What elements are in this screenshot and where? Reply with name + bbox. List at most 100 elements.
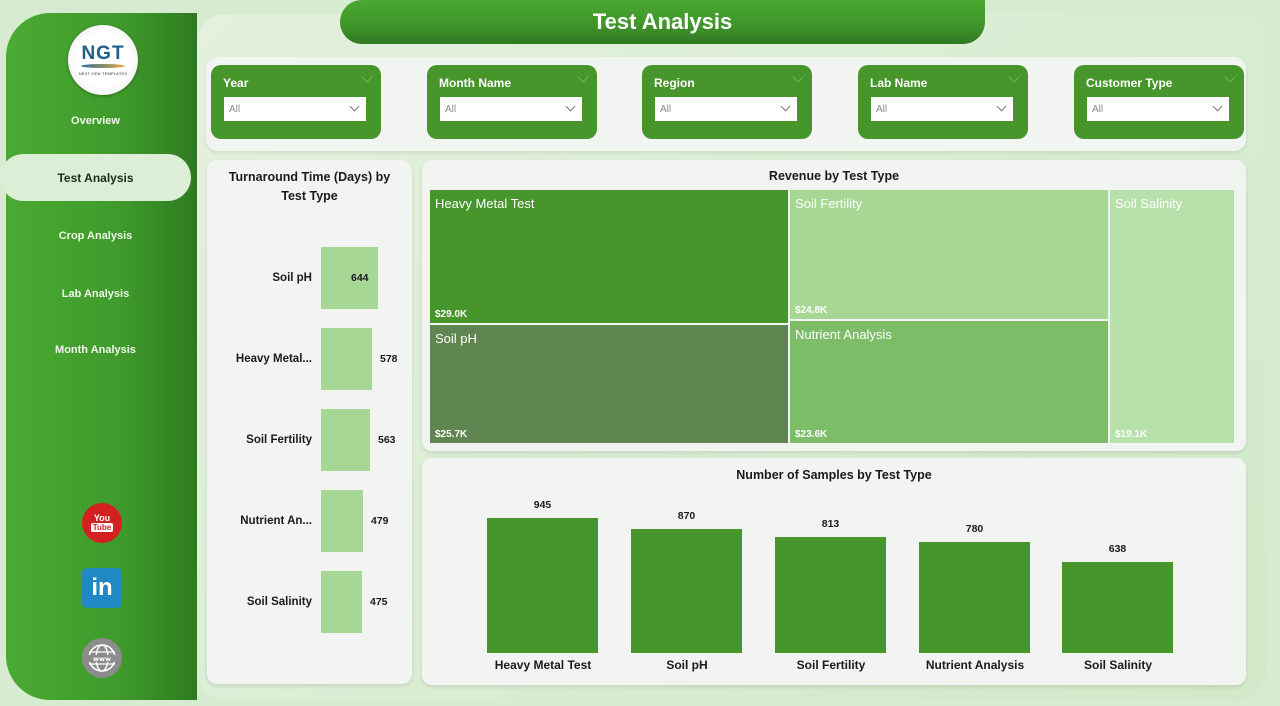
region-slicer: Region All (642, 65, 812, 139)
column-value-label: 638 (1108, 543, 1127, 555)
column-value-label: 813 (821, 518, 840, 530)
slicer-label: Lab Name (870, 76, 928, 90)
chevron-down-icon (565, 101, 576, 112)
treemap-tile-heavy-metal-test[interactable]: Heavy Metal Test $29.0K (430, 190, 788, 323)
slicer-label: Month Name (439, 76, 511, 90)
slicer-label: Year (223, 76, 249, 90)
dropdown-value: All (876, 103, 888, 115)
bar-row[interactable]: Nutrient An... 479 (207, 490, 412, 552)
customer-type-slicer: Customer Type All (1074, 65, 1244, 139)
bar-category-label: Heavy Metal... (235, 353, 312, 365)
sidebar-item-label: Lab Analysis (61, 288, 130, 300)
bar-row[interactable]: Soil Salinity 475 (207, 571, 412, 633)
chart-title: Revenue by Test Type (768, 169, 900, 183)
column-soil-salinity[interactable] (1062, 562, 1173, 653)
bar[interactable] (321, 247, 378, 309)
tile-label: Nutrient Analysis (795, 327, 892, 342)
tile-value: $24.8K (795, 305, 828, 316)
column-value-label: 870 (677, 510, 696, 522)
globe-svg: www (88, 644, 116, 672)
column-value-label: 945 (533, 499, 552, 511)
bar-value-label: 563 (378, 434, 396, 446)
chevron-down-icon[interactable] (577, 71, 589, 83)
logo-text: NGT (81, 43, 125, 64)
column-nutrient-analysis[interactable] (919, 542, 1030, 653)
treemap-tile-soil-ph[interactable]: Soil pH $25.7K (430, 325, 788, 443)
column-category-label: Soil Fertility (796, 658, 866, 672)
region-dropdown[interactable]: All (655, 97, 797, 121)
sidebar-item-lab-analysis[interactable]: Lab Analysis (0, 274, 191, 314)
bar[interactable] (321, 328, 372, 390)
youtube-text-you: You (93, 513, 111, 523)
month-name-slicer: Month Name All (427, 65, 597, 139)
bar-category-label: Nutrient An... (240, 515, 312, 527)
dropdown-value: All (1092, 103, 1104, 115)
slicer-label: Region (654, 76, 695, 90)
chevron-down-icon[interactable] (361, 71, 373, 83)
tile-value: $19.1K (1115, 429, 1148, 440)
chevron-down-icon (996, 101, 1007, 112)
bar-value-label: 644 (351, 272, 369, 284)
sidebar: NGT NEXT GEN TEMPLATES (6, 13, 197, 700)
dropdown-value: All (445, 103, 457, 115)
tile-label: Soil Fertility (795, 196, 863, 211)
linkedin-text: in (91, 574, 113, 601)
dropdown-value: All (660, 103, 672, 115)
customer-type-dropdown[interactable]: All (1087, 97, 1229, 121)
chevron-down-icon[interactable] (792, 71, 804, 83)
linkedin-icon[interactable]: in (82, 568, 122, 608)
month-name-dropdown[interactable]: All (440, 97, 582, 121)
ngt-logo: NGT NEXT GEN TEMPLATES (68, 25, 138, 95)
treemap-tile-soil-salinity[interactable]: Soil Salinity $19.1K (1110, 190, 1234, 443)
tile-label: Soil Salinity (1115, 196, 1183, 211)
sidebar-item-label: Overview (71, 115, 120, 127)
tile-label: Soil pH (435, 331, 477, 346)
sidebar-item-crop-analysis[interactable]: Crop Analysis (0, 216, 191, 256)
bar-value-label: 475 (370, 596, 388, 608)
sidebar-item-test-analysis[interactable]: Test Analysis (0, 154, 191, 201)
slicer-label: Customer Type (1086, 76, 1173, 90)
year-slicer: Year All (211, 65, 381, 139)
bar-value-label: 578 (380, 353, 398, 365)
chevron-down-icon (780, 101, 791, 112)
lab-name-dropdown[interactable]: All (871, 97, 1013, 121)
sidebar-item-label: Test Analysis (57, 170, 134, 185)
chart-title: Turnaround Time (Days) by Test Type (228, 170, 391, 203)
treemap-tile-soil-fertility[interactable]: Soil Fertility $24.8K (790, 190, 1108, 319)
bar-row[interactable]: Soil pH 644 (207, 247, 412, 309)
globe-icon[interactable]: www (82, 638, 122, 678)
chevron-down-icon[interactable] (1224, 71, 1236, 83)
chevron-down-icon (1212, 101, 1223, 112)
chevron-down-icon[interactable] (1008, 71, 1020, 83)
column-heavy-metal-test[interactable] (487, 518, 598, 653)
bar[interactable] (321, 490, 363, 552)
turnaround-time-chart: Turnaround Time (Days) by Test Type Soil… (207, 160, 412, 684)
year-dropdown[interactable]: All (224, 97, 366, 121)
treemap-tile-nutrient-analysis[interactable]: Nutrient Analysis $23.6K (790, 321, 1108, 443)
column-soil-ph[interactable] (631, 529, 742, 653)
youtube-icon[interactable]: You Tube (82, 503, 122, 543)
chevron-down-icon (349, 101, 360, 112)
bar[interactable] (321, 409, 370, 471)
bar-category-label: Soil Salinity (246, 596, 312, 608)
page-title-bar: Test Analysis (340, 0, 985, 44)
bar-row[interactable]: Heavy Metal... 578 (207, 328, 412, 390)
page-title: Test Analysis (592, 9, 733, 34)
sidebar-item-label: Crop Analysis (58, 230, 133, 242)
dropdown-value: All (229, 103, 241, 115)
column-category-label: Heavy Metal Test (494, 658, 592, 672)
tile-label: Heavy Metal Test (435, 196, 535, 211)
column-soil-fertility[interactable] (775, 537, 886, 653)
bar[interactable] (321, 571, 362, 633)
sidebar-item-overview[interactable]: Overview (0, 101, 191, 141)
samples-column-chart: Number of Samples by Test Type 945 Heavy… (422, 458, 1246, 685)
column-category-label: Soil pH (666, 658, 708, 672)
column-category-label: Soil Salinity (1083, 658, 1152, 672)
bar-row[interactable]: Soil Fertility 563 (207, 409, 412, 471)
bar-value-label: 479 (371, 515, 389, 527)
logo-swoosh-icon (81, 64, 125, 68)
revenue-treemap-chart: Revenue by Test Type Heavy Metal Test $2… (422, 160, 1246, 451)
bar-category-label: Soil pH (272, 272, 312, 284)
sidebar-item-month-analysis[interactable]: Month Analysis (0, 330, 191, 370)
tile-value: $25.7K (435, 429, 468, 440)
